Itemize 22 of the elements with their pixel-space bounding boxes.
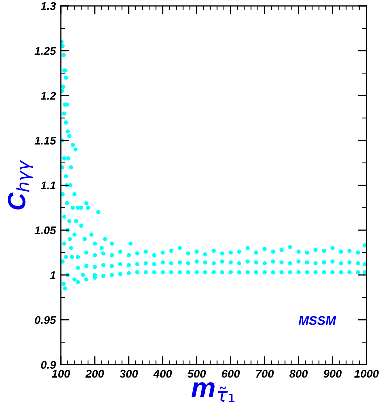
x-tick-label: 200: [86, 370, 104, 378]
annotation: MSSM: [298, 316, 336, 326]
y-tick-label: 1.05: [34, 226, 56, 235]
y-tick-label: 1.1: [40, 182, 56, 190]
y-tick-label: 0.95: [35, 316, 56, 324]
x-tick-label: 100: [52, 370, 70, 378]
x-tick-label: 900: [324, 370, 342, 378]
x-tick-label: 1000: [354, 370, 379, 378]
y-tick-label: 1.3: [40, 2, 56, 10]
x-tick-label: 500: [188, 370, 206, 378]
y-tick-label: 1: [50, 272, 56, 280]
x-tick-label: 600: [222, 370, 240, 378]
y-tick-label: 1.25: [34, 47, 56, 56]
y-axis-title: C$_{hγγ}$: [8, 160, 34, 210]
y-tick-label: 0.9: [41, 361, 56, 370]
x-tick-label: 800: [290, 370, 308, 378]
x-axis-title: m$_{τ̃₁}$: [192, 382, 235, 402]
y-tick-label: 1.2: [40, 92, 56, 100]
x-tick-label: 400: [154, 370, 172, 378]
y-tick-label: 1.15: [34, 137, 56, 145]
x-tick-label: 700: [256, 370, 274, 378]
x-tick-label: 300: [120, 370, 138, 378]
